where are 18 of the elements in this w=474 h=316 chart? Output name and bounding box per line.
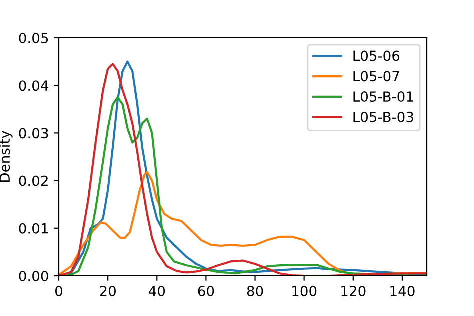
y-tick-label: 0.02 xyxy=(19,176,48,186)
legend-label: L05-B-03 xyxy=(354,112,414,122)
y-tick-label: 0.05 xyxy=(19,32,48,44)
x-tick-label: 0 xyxy=(55,286,62,296)
x-tick-label: 140 xyxy=(390,286,415,296)
legend-label: L05-B-01 xyxy=(354,92,414,102)
legend-label: L05-07 xyxy=(354,71,400,82)
x-tick-label: 120 xyxy=(342,286,366,296)
x-tick-label: 80 xyxy=(247,286,264,296)
x-tick-label: 100 xyxy=(292,286,317,296)
x-tick-label: 40 xyxy=(148,286,166,296)
y-tick-label: 0.00 xyxy=(19,270,48,282)
x-tick-label: 60 xyxy=(198,286,214,296)
y-tick-label: 0.03 xyxy=(19,128,48,139)
legend-label: L05-06 xyxy=(354,50,400,62)
y-tick-label: 0.04 xyxy=(19,80,48,92)
y-tick-label: 0.01 xyxy=(19,223,48,234)
x-tick-label: 20 xyxy=(100,286,116,296)
